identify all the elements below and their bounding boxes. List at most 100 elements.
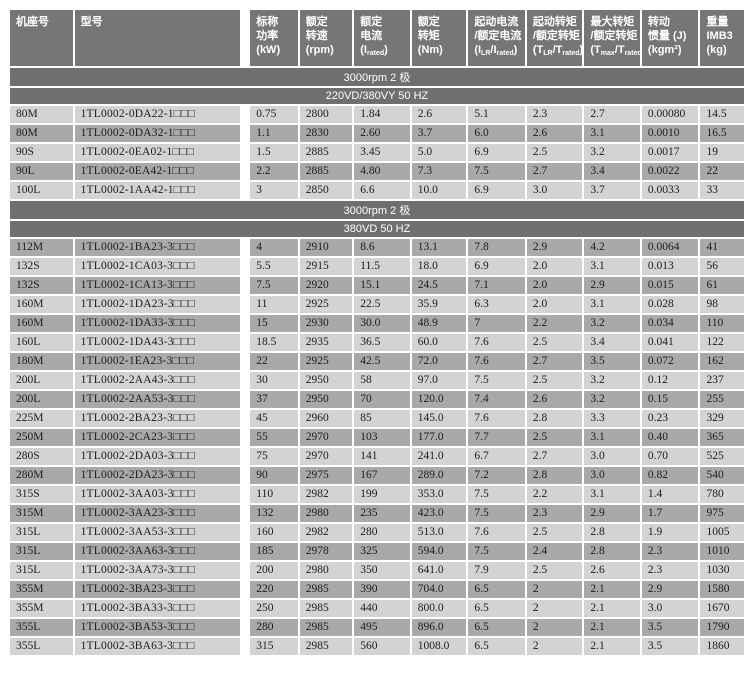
cell-moment-of-inertia: 1.9 xyxy=(641,524,699,541)
cell-model: 1TL0002-2DA23-3□□□ xyxy=(74,467,241,484)
cell-frame-size: 200L xyxy=(10,372,73,389)
column-gap xyxy=(242,315,249,332)
cell-model: 1TL0002-2CA23-3□□□ xyxy=(74,429,241,446)
column-gap xyxy=(242,10,249,66)
cell-starting-torque-ratio: 2 xyxy=(526,619,583,636)
column-gap xyxy=(242,543,249,560)
cell-starting-torque-ratio: 2.3 xyxy=(526,505,583,522)
cell-rated-power: 45 xyxy=(250,410,298,427)
table-row: 225M 1TL0002-2BA23-3□□□ 45 2960 85 145.0 7.6 2.… xyxy=(10,410,744,427)
cell-rated-torque: 704.0 xyxy=(411,581,467,598)
cell-starting-current-ratio: 5.1 xyxy=(468,106,525,123)
cell-frame-size: 355L xyxy=(10,638,73,655)
table-row: 280S 1TL0002-2DA03-3□□□ 75 2970 141 241.0 6.7 2… xyxy=(10,448,744,465)
cell-starting-torque-ratio: 2.0 xyxy=(526,277,583,294)
cell-model: 1TL0002-2BA23-3□□□ xyxy=(74,410,241,427)
cell-moment-of-inertia: 0.23 xyxy=(641,410,699,427)
table-row: 315M 1TL0002-3AA23-3□□□ 132 2980 235 423.0 7.5… xyxy=(10,505,744,522)
cell-moment-of-inertia: 0.013 xyxy=(641,258,699,275)
cell-rated-power: 37 xyxy=(250,391,298,408)
cell-moment-of-inertia: 0.00080 xyxy=(641,106,699,123)
cell-starting-current-ratio: 7.4 xyxy=(468,391,525,408)
cell-frame-size: 132S xyxy=(10,277,73,294)
table-row: 315L 1TL0002-3AA63-3□□□ 185 2978 325 594.0 7.5… xyxy=(10,543,744,560)
cell-starting-current-ratio: 6.3 xyxy=(468,296,525,313)
cell-moment-of-inertia: 2.3 xyxy=(641,543,699,560)
cell-rated-speed: 2930 xyxy=(299,315,353,332)
cell-weight: 61 xyxy=(700,277,744,294)
cell-rated-speed: 2978 xyxy=(299,543,353,560)
cell-frame-size: 280S xyxy=(10,448,73,465)
cell-starting-current-ratio: 7.1 xyxy=(468,277,525,294)
table-row: 112M 1TL0002-1BA23-3□□□ 4 2910 8.6 13.1 7.8 2.9… xyxy=(10,239,744,256)
cell-starting-current-ratio: 6.9 xyxy=(468,144,525,161)
cell-frame-size: 225M xyxy=(10,410,73,427)
table-row: 160M 1TL0002-1DA23-3□□□ 11 2925 22.5 35.9 6.3 2… xyxy=(10,296,744,313)
cell-rated-power: 90 xyxy=(250,467,298,484)
cell-frame-size: 355M xyxy=(10,581,73,598)
cell-moment-of-inertia: 0.0033 xyxy=(641,182,699,199)
cell-max-torque-ratio: 3.2 xyxy=(584,144,640,161)
cell-starting-current-ratio: 7.6 xyxy=(468,334,525,351)
cell-rated-current: 11.5 xyxy=(354,258,410,275)
cell-rated-current: 70 xyxy=(354,391,410,408)
cell-weight: 1030 xyxy=(700,562,744,579)
cell-max-torque-ratio: 2.7 xyxy=(584,106,640,123)
cell-starting-current-ratio: 6.5 xyxy=(468,600,525,617)
cell-rated-power: 7.5 xyxy=(250,277,298,294)
cell-rated-current: 36.5 xyxy=(354,334,410,351)
cell-weight: 33 xyxy=(700,182,744,199)
column-gap xyxy=(242,239,249,256)
cell-starting-torque-ratio: 2.8 xyxy=(526,467,583,484)
cell-moment-of-inertia: 0.0022 xyxy=(641,163,699,180)
cell-rated-torque: 177.0 xyxy=(411,429,467,446)
cell-rated-torque: 594.0 xyxy=(411,543,467,560)
column-gap xyxy=(242,277,249,294)
cell-rated-speed: 2885 xyxy=(299,144,353,161)
cell-moment-of-inertia: 3.5 xyxy=(641,638,699,655)
col-header-starting-current-ratio: 起动电流/额定电流 (ILR/Irated) xyxy=(468,10,525,66)
cell-model: 1TL0002-1DA23-3□□□ xyxy=(74,296,241,313)
cell-moment-of-inertia: 0.0064 xyxy=(641,239,699,256)
cell-starting-torque-ratio: 2 xyxy=(526,638,583,655)
cell-frame-size: 160M xyxy=(10,315,73,332)
col-header-weight: 重量 IMB3 (kg) xyxy=(700,10,744,66)
cell-rated-torque: 2.6 xyxy=(411,106,467,123)
cell-model: 1TL0002-0DA22-1□□□ xyxy=(74,106,241,123)
cell-rated-speed: 2970 xyxy=(299,429,353,446)
cell-weight: 56 xyxy=(700,258,744,275)
cell-starting-current-ratio: 7.8 xyxy=(468,239,525,256)
cell-starting-current-ratio: 7.5 xyxy=(468,486,525,503)
cell-rated-current: 199 xyxy=(354,486,410,503)
cell-model: 1TL0002-0EA02-1□□□ xyxy=(74,144,241,161)
cell-rated-current: 495 xyxy=(354,619,410,636)
cell-max-torque-ratio: 3.2 xyxy=(584,372,640,389)
cell-weight: 1010 xyxy=(700,543,744,560)
column-gap xyxy=(242,505,249,522)
cell-weight: 19 xyxy=(700,144,744,161)
cell-moment-of-inertia: 0.072 xyxy=(641,353,699,370)
cell-starting-current-ratio: 6.7 xyxy=(468,448,525,465)
cell-frame-size: 200L xyxy=(10,391,73,408)
cell-frame-size: 100L xyxy=(10,182,73,199)
cell-starting-current-ratio: 6.9 xyxy=(468,182,525,199)
cell-model: 1TL0002-0EA42-1□□□ xyxy=(74,163,241,180)
cell-max-torque-ratio: 4.2 xyxy=(584,239,640,256)
column-gap xyxy=(242,372,249,389)
cell-rated-current: 15.1 xyxy=(354,277,410,294)
table-row: 315S 1TL0002-3AA03-3□□□ 110 2982 199 353.0 7.5… xyxy=(10,486,744,503)
cell-rated-power: 280 xyxy=(250,619,298,636)
cell-max-torque-ratio: 3.0 xyxy=(584,467,640,484)
col-header-max-torque-ratio: 最大转矩/额定转矩(Tmax/Trated) xyxy=(584,10,640,66)
cell-rated-power: 15 xyxy=(250,315,298,332)
cell-rated-power: 185 xyxy=(250,543,298,560)
cell-rated-torque: 13.1 xyxy=(411,239,467,256)
cell-starting-torque-ratio: 2.5 xyxy=(526,372,583,389)
column-gap xyxy=(242,163,249,180)
section-band-row: 380VD 50 HZ xyxy=(10,221,744,237)
cell-max-torque-ratio: 3.3 xyxy=(584,410,640,427)
col-header-frame-size: 机座号 xyxy=(10,10,73,66)
table-row: 90L 1TL0002-0EA42-1□□□ 2.2 2885 4.80 7.3 7.5 2.… xyxy=(10,163,744,180)
cell-rated-speed: 2885 xyxy=(299,163,353,180)
cell-moment-of-inertia: 0.70 xyxy=(641,448,699,465)
